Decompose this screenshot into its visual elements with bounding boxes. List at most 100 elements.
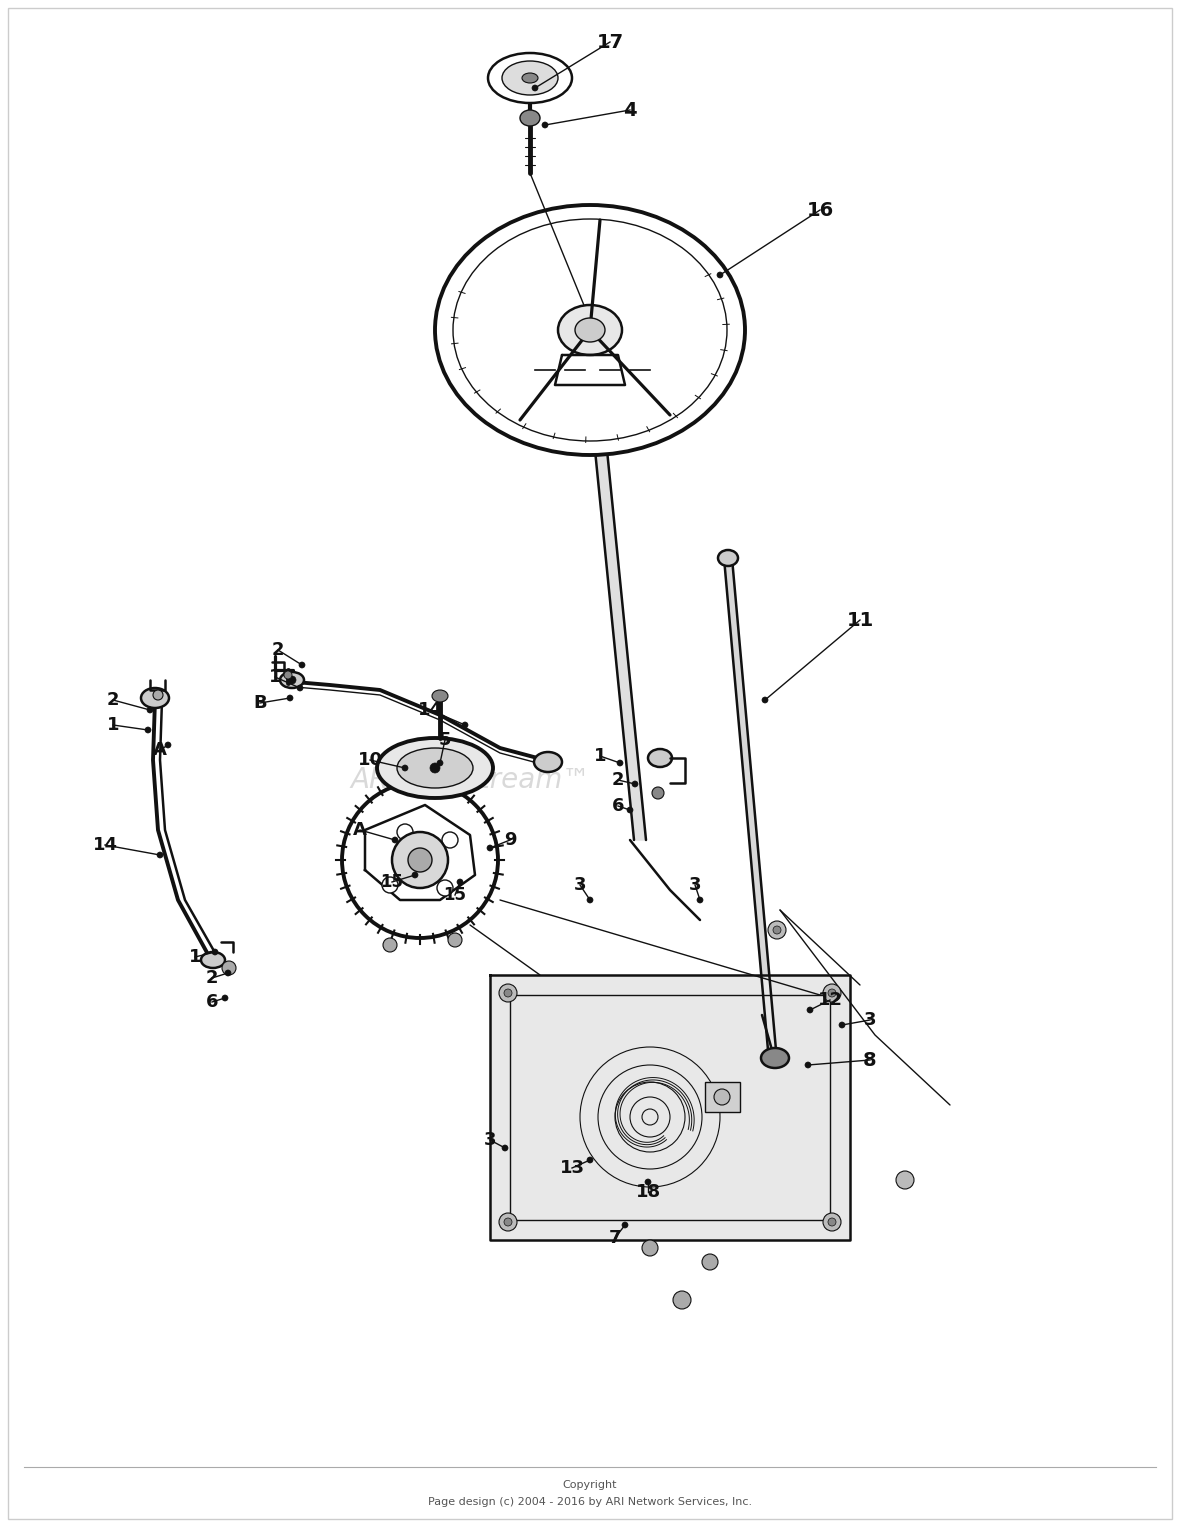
Circle shape (392, 832, 448, 889)
Polygon shape (589, 389, 645, 840)
Text: 14: 14 (92, 835, 118, 854)
Text: 7: 7 (609, 1229, 621, 1248)
Text: 18: 18 (636, 1183, 661, 1202)
Ellipse shape (648, 750, 671, 767)
Text: 16: 16 (806, 200, 833, 220)
Circle shape (586, 1157, 594, 1164)
Ellipse shape (140, 689, 169, 709)
Text: 2: 2 (205, 970, 218, 986)
Ellipse shape (575, 318, 605, 342)
Text: 3: 3 (484, 1132, 497, 1148)
Text: 1: 1 (106, 716, 119, 734)
Text: 2: 2 (106, 692, 119, 709)
Ellipse shape (535, 751, 562, 773)
Ellipse shape (376, 738, 493, 799)
Circle shape (714, 1089, 730, 1106)
Circle shape (673, 1290, 691, 1309)
Text: 3: 3 (689, 876, 701, 893)
Circle shape (297, 686, 303, 692)
Circle shape (627, 806, 632, 812)
Circle shape (762, 696, 768, 702)
Circle shape (288, 676, 296, 684)
Ellipse shape (432, 690, 448, 702)
Text: 15: 15 (444, 886, 466, 904)
Circle shape (697, 896, 703, 902)
Circle shape (384, 938, 396, 951)
Circle shape (805, 1061, 811, 1067)
Circle shape (148, 707, 153, 713)
Text: 13: 13 (559, 1159, 584, 1177)
Ellipse shape (522, 73, 538, 82)
Text: 2: 2 (271, 641, 284, 660)
Text: 8: 8 (864, 1051, 877, 1069)
Circle shape (632, 780, 638, 786)
Ellipse shape (761, 1048, 789, 1067)
Circle shape (822, 983, 841, 1002)
Circle shape (442, 832, 458, 847)
Circle shape (299, 663, 304, 667)
Circle shape (717, 272, 723, 278)
Circle shape (642, 1240, 658, 1257)
Ellipse shape (502, 61, 558, 95)
Circle shape (457, 880, 463, 886)
Circle shape (502, 1145, 509, 1151)
Circle shape (153, 690, 163, 699)
Circle shape (822, 1212, 841, 1231)
Circle shape (896, 1171, 914, 1190)
Text: 11: 11 (846, 611, 873, 629)
Circle shape (430, 764, 440, 773)
Text: A: A (153, 741, 166, 759)
Text: 3: 3 (573, 876, 586, 893)
Circle shape (287, 695, 293, 701)
Text: 2: 2 (611, 771, 624, 789)
Circle shape (396, 825, 413, 840)
Circle shape (839, 1022, 845, 1028)
Circle shape (145, 727, 151, 733)
Text: 6: 6 (205, 993, 218, 1011)
Ellipse shape (558, 305, 622, 354)
Polygon shape (725, 557, 776, 1051)
Circle shape (828, 1219, 835, 1226)
Circle shape (212, 948, 218, 954)
Circle shape (392, 837, 398, 843)
Circle shape (504, 989, 512, 997)
Circle shape (773, 925, 781, 935)
Text: 1: 1 (189, 948, 202, 967)
Circle shape (532, 86, 538, 92)
Ellipse shape (520, 110, 540, 127)
Ellipse shape (280, 672, 304, 689)
Text: 5: 5 (439, 731, 451, 750)
Circle shape (807, 1006, 813, 1012)
Text: 6: 6 (611, 797, 624, 815)
Circle shape (487, 844, 493, 851)
Ellipse shape (396, 748, 473, 788)
Text: 3: 3 (864, 1011, 877, 1029)
Ellipse shape (717, 550, 738, 567)
Text: ARI PartStream™: ARI PartStream™ (350, 767, 590, 794)
Text: 12: 12 (818, 991, 843, 1009)
Text: 17: 17 (596, 32, 623, 52)
Circle shape (622, 1222, 628, 1228)
Text: 14: 14 (418, 701, 442, 719)
Circle shape (542, 122, 548, 128)
Circle shape (412, 872, 418, 878)
Circle shape (504, 1219, 512, 1226)
Circle shape (463, 722, 468, 728)
Circle shape (225, 970, 231, 976)
Circle shape (586, 896, 594, 902)
Text: B: B (254, 693, 267, 712)
Circle shape (165, 742, 171, 748)
Circle shape (828, 989, 835, 997)
Circle shape (342, 782, 498, 938)
Circle shape (157, 852, 163, 858)
Text: A: A (353, 822, 367, 838)
Text: Copyright: Copyright (563, 1480, 617, 1490)
Text: 9: 9 (504, 831, 517, 849)
Ellipse shape (453, 218, 727, 441)
Circle shape (437, 880, 453, 896)
Polygon shape (365, 805, 476, 899)
Circle shape (402, 765, 408, 771)
Ellipse shape (201, 951, 225, 968)
Circle shape (653, 786, 664, 799)
Text: 10: 10 (358, 751, 382, 770)
